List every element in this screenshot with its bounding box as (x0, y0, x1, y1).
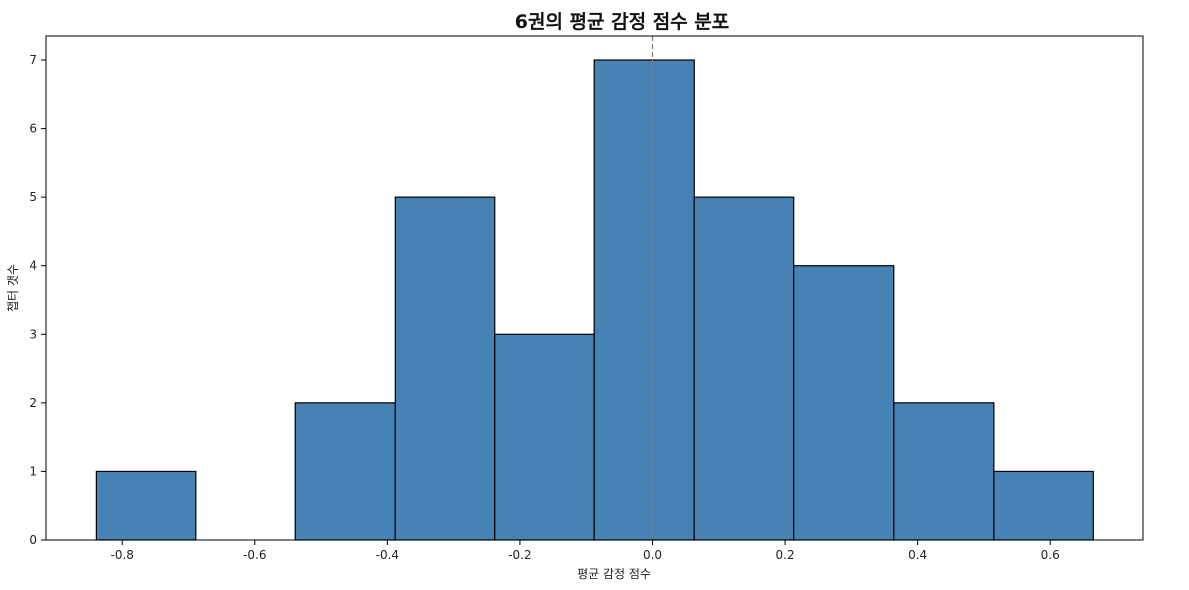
histogram-bar (494, 333, 595, 541)
histogram-bar (893, 402, 995, 541)
plot-frame (45, 35, 1144, 541)
x-tick-label: -0.2 (508, 548, 531, 562)
y-tick-label: 3 (29, 327, 37, 341)
histogram-bar (693, 196, 795, 541)
y-tick-label: 5 (29, 190, 37, 204)
x-tick-label: -0.8 (111, 548, 134, 562)
x-tick-label: -0.6 (243, 548, 266, 562)
y-axis-label: 챕터 갯수 (5, 264, 20, 312)
x-tick-label: 0.2 (776, 548, 795, 562)
x-tick-label: -0.4 (376, 548, 399, 562)
histogram-bar (294, 402, 396, 541)
y-tick-label: 7 (29, 53, 37, 67)
x-axis-label: 평균 감정 점수 (577, 567, 651, 581)
histogram-bar (95, 470, 197, 541)
y-axis-ticks: 0 1 2 3 4 5 6 7 (29, 53, 46, 547)
y-tick-label: 4 (29, 259, 37, 273)
bars-group (95, 59, 1094, 541)
y-tick-label: 2 (29, 396, 37, 410)
x-tick-label: 0.4 (908, 548, 927, 562)
x-tick-label: 0.6 (1041, 548, 1060, 562)
histogram-bar (993, 470, 1094, 541)
histogram-bar (593, 59, 695, 541)
chart-title: 6권의 평균 감정 점수 분포 (515, 11, 729, 33)
histogram-bar (793, 265, 895, 541)
histogram-bar (394, 196, 496, 541)
y-tick-label: 1 (29, 464, 37, 478)
y-tick-label: 6 (29, 122, 37, 136)
x-tick-label: 0.0 (643, 548, 662, 562)
x-axis-ticks: -0.8 -0.6 -0.4 -0.2 0.0 0.2 0.4 0.6 (111, 540, 1060, 562)
y-tick-label: 0 (29, 533, 37, 547)
